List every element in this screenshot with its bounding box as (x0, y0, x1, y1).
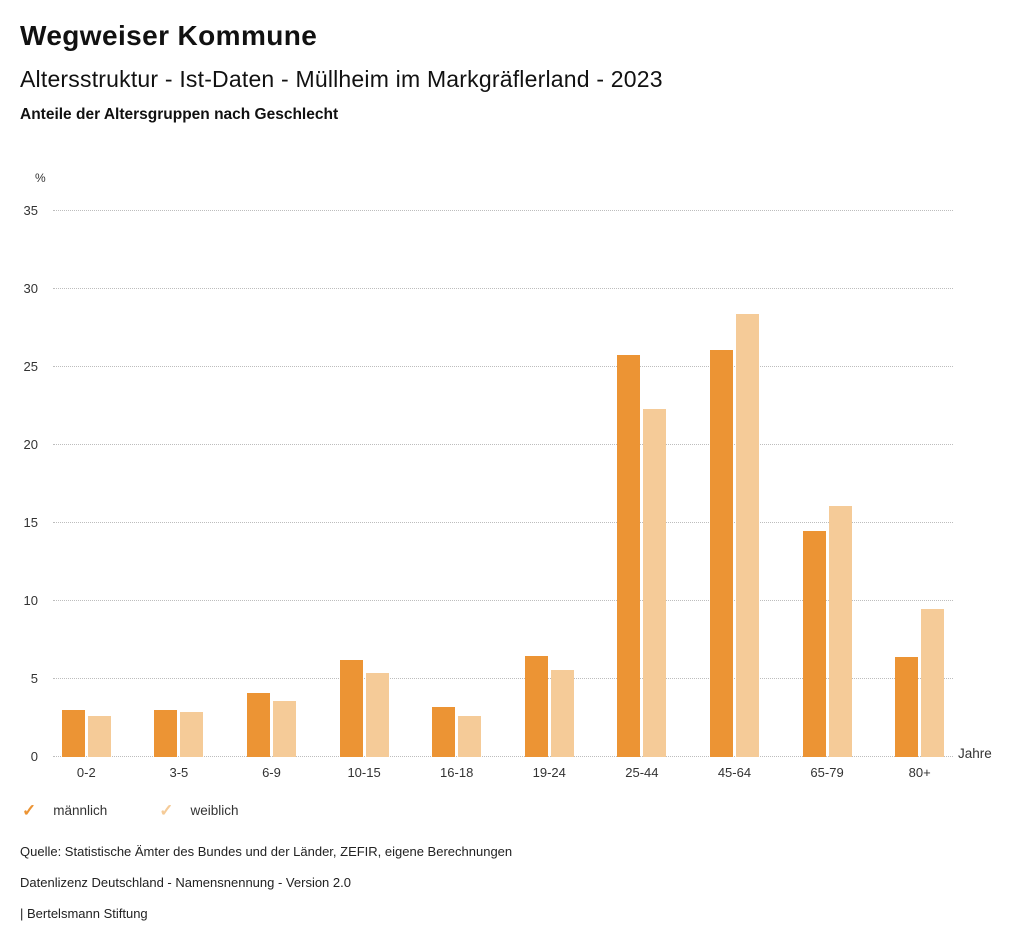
x-axis-labels: 0-2 3-5 6-9 10-15 16-18 19-24 25-44 45-64 65-79 8… (40, 765, 966, 780)
page-title: Wegweiser Kommune (20, 20, 318, 51)
bar-group-80+ (873, 211, 966, 757)
y-tick-label-30: 30 (23, 281, 38, 296)
y-tick-label-5: 5 (30, 671, 38, 686)
y-tick-label-10: 10 (23, 593, 38, 608)
legend-item-maennlich[interactable]: ✓ männlich (22, 802, 107, 819)
bar-group-3-5 (133, 211, 226, 757)
plot-area (53, 210, 953, 757)
y-axis-unit-label: % (35, 171, 46, 185)
y-tick-label-15: 15 (23, 515, 38, 530)
footer-license: Datenlizenz Deutschland - Namensnennung … (20, 875, 351, 890)
gridline-10 (53, 600, 953, 601)
x-tick-label-80+: 80+ (908, 765, 931, 780)
bar-weiblich-10-15 (365, 672, 389, 757)
check-icon: ✓ (159, 801, 174, 820)
bar-group-25-44 (596, 211, 689, 757)
bar-weiblich-45-64 (735, 313, 759, 757)
bar-weiblich-65-79 (828, 505, 852, 757)
y-tick-label-20: 20 (23, 437, 38, 452)
footer-attribution: | Bertelsmann Stiftung (20, 906, 148, 921)
x-tick-label-25-44: 25-44 (625, 765, 659, 780)
bar-männlich-10-15 (339, 660, 363, 757)
bar-weiblich-19-24 (550, 669, 574, 757)
bar-group-0-2 (40, 211, 133, 757)
bar-männlich-80+ (895, 657, 919, 757)
x-axis-unit-label: Jahre (958, 746, 992, 761)
x-tick-label-0-2: 0-2 (76, 765, 96, 780)
x-tick-label-45-64: 45-64 (717, 765, 752, 780)
bar-männlich-6-9 (246, 693, 270, 757)
x-tick-label-65-79: 65-79 (810, 765, 844, 780)
bar-männlich-45-64 (709, 349, 733, 757)
bar-weiblich-6-9 (272, 700, 296, 757)
bar-group-16-18 (410, 211, 503, 757)
x-tick-label-19-24: 19-24 (532, 765, 566, 780)
bar-groups (40, 211, 966, 757)
bar-group-10-15 (318, 211, 411, 757)
legend-label: männlich (53, 803, 108, 818)
bar-männlich-16-18 (432, 707, 456, 757)
y-tick-label-35: 35 (23, 203, 38, 218)
bar-weiblich-16-18 (458, 716, 482, 757)
legend-item-weiblich[interactable]: ✓ weiblich (159, 802, 238, 819)
x-tick-label-6-9: 6-9 (262, 765, 281, 780)
gridline-20 (53, 444, 953, 445)
bar-männlich-25-44 (617, 354, 641, 757)
y-axis: 0 5 10 15 20 25 30 35 (0, 203, 40, 764)
bar-männlich-65-79 (802, 530, 826, 757)
bar-group-19-24 (503, 211, 596, 757)
x-tick-label-3-5: 3-5 (169, 765, 189, 780)
bar-group-45-64 (688, 211, 781, 757)
bar-weiblich-3-5 (180, 711, 204, 757)
gridline-5 (53, 678, 953, 679)
bar-weiblich-0-2 (87, 716, 111, 757)
bar-weiblich-25-44 (643, 409, 667, 757)
x-tick-label-10-15: 10-15 (347, 765, 381, 780)
y-tick-label-0: 0 (30, 749, 38, 764)
legend: ✓ männlich ✓ weiblich (22, 802, 239, 819)
bar-group-65-79 (781, 211, 874, 757)
gridline-25 (53, 366, 953, 367)
gridline-30 (53, 288, 953, 289)
bar-weiblich-80+ (921, 608, 945, 757)
y-tick-label-25: 25 (23, 359, 38, 374)
legend-label: weiblich (190, 803, 239, 818)
x-tick-label-16-18: 16-18 (440, 765, 474, 780)
bar-group-6-9 (225, 211, 318, 757)
gridline-35 (53, 210, 953, 211)
bar-männlich-3-5 (154, 710, 178, 757)
gridline-15 (53, 522, 953, 523)
gridline-0 (53, 756, 953, 757)
bar-männlich-0-2 (61, 710, 85, 757)
chart-section-label: Anteile der Altersgruppen nach Geschlech… (20, 106, 339, 123)
check-icon: ✓ (22, 801, 37, 820)
footer-source: Quelle: Statistische Ämter des Bundes un… (20, 844, 513, 859)
chart-subtitle: Altersstruktur - Ist-Daten - Müllheim im… (20, 66, 663, 92)
bar-männlich-19-24 (524, 655, 548, 757)
